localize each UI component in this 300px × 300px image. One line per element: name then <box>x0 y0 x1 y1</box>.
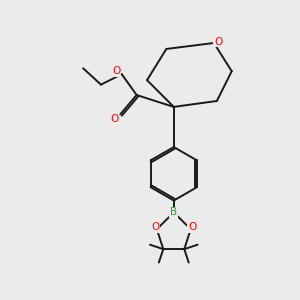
Text: O: O <box>112 66 121 76</box>
Text: O: O <box>151 222 160 232</box>
Text: O: O <box>110 114 118 124</box>
Text: O: O <box>188 222 196 232</box>
Text: O: O <box>214 37 223 46</box>
Text: B: B <box>170 207 177 218</box>
